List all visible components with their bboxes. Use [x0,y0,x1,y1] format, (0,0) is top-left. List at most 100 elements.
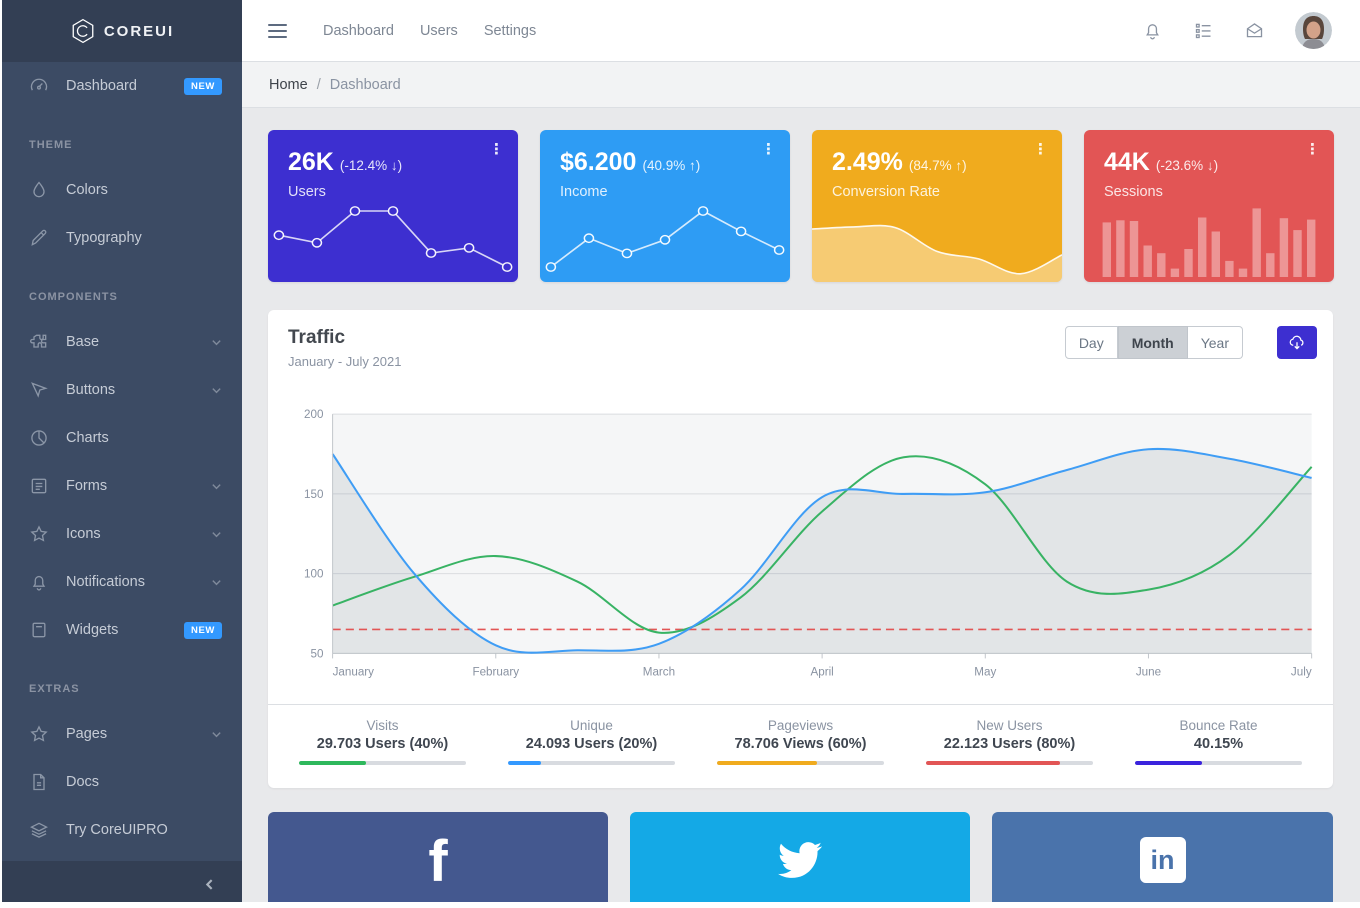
stat-delta: (-12.4% ↓) [339,158,403,173]
stat-card-income: $6.200 (40.9% ↑) Income ⋮ [540,130,790,282]
bounce-rate-progress-bar [1134,761,1303,765]
bell-icon [29,572,49,592]
cloud-download-icon [1289,335,1304,350]
star-icon [29,724,49,744]
sidebar-item-try-coreui-pro[interactable]: Try CoreUIPRO [2,806,242,854]
vertical-dots-icon[interactable]: ⋮ [1305,141,1320,158]
sidebar-item-label: Typography [66,230,142,246]
svg-text:50: 50 [311,647,324,660]
sidebar-item-charts[interactable]: Charts [2,414,242,462]
vertical-dots-icon[interactable]: ⋮ [761,141,776,158]
stat-unique: Unique 24.093 Users (20%) [487,718,696,788]
range-year-button[interactable]: Year [1187,326,1243,359]
header-nav-settings[interactable]: Settings [483,22,537,39]
twitter-card[interactable] [630,812,970,908]
stat-card-conversion-rate: 2.49% (84.7% ↑) Conversion Rate ⋮ [812,130,1062,282]
stat-label: Users [288,184,326,200]
breadcrumb-separator: / [316,76,321,93]
sidebar-item-label: Charts [66,430,109,446]
cursor-icon [29,380,49,400]
brand-text: COREUI [103,22,175,40]
range-month-button[interactable]: Month [1117,326,1188,359]
visits-progress-bar [298,761,467,765]
sidebar-item-label: Dashboard [66,78,137,94]
facebook-card[interactable]: f [268,812,608,908]
traffic-subtitle: January - July 2021 [288,354,402,369]
breadcrumb-home[interactable]: Home [269,76,308,93]
svg-text:July: July [1291,666,1312,679]
stat-card-users: 26K (-12.4% ↓) Users ⋮ [268,130,518,282]
sidebar-item-label: Colors [66,182,108,198]
chevron-down-icon [212,387,221,393]
sessions-bar-chart [1102,208,1316,277]
stat-value: $6.200 [560,148,637,176]
avatar[interactable] [1295,12,1332,49]
svg-text:April: April [810,666,833,679]
range-day-button[interactable]: Day [1064,326,1118,359]
facebook-icon: f [428,829,448,894]
page-frame-left [0,0,2,908]
brand[interactable]: COREUI [2,0,242,62]
download-button[interactable] [1277,326,1317,359]
sidebar-item-buttons[interactable]: Buttons [2,366,242,414]
top-header: Dashboard Users Settings [242,0,1360,62]
sidebar-item-typography[interactable]: Typography [2,214,242,262]
sidebar-item-base[interactable]: Base [2,318,242,366]
breadcrumb-current: Dashboard [329,76,401,93]
stat-card-sessions: 44K (-23.6% ↓) Sessions ⋮ [1084,130,1334,282]
notes-icon [29,476,49,496]
page-frame-bottom [0,902,1360,908]
conversion-area-chart [812,224,1062,282]
sidebar-collapse-toggle[interactable] [2,861,242,908]
chevron-down-icon [212,579,221,585]
sidebar-item-colors[interactable]: Colors [2,166,242,214]
chart-pie-icon [29,428,49,448]
sidebar: COREUI Dashboard NEW THEME Colors Typogr… [2,0,242,908]
sidebar-section-components: COMPONENTS [29,291,118,303]
vertical-dots-icon[interactable]: ⋮ [489,141,504,158]
svg-text:150: 150 [304,488,324,501]
breadcrumb: Home / Dashboard [242,62,1360,108]
sidebar-item-label: Buttons [66,382,116,398]
sidebar-item-forms[interactable]: Forms [2,462,242,510]
new-badge: NEW [184,621,222,639]
svg-text:100: 100 [304,568,324,581]
envelope-open-icon[interactable] [1244,20,1265,41]
hamburger-menu-icon[interactable] [268,23,287,38]
svg-text:January: January [333,666,375,679]
stat-bounce-rate: Bounce Rate 40.15% [1114,718,1323,788]
drop-icon [29,180,49,200]
sidebar-item-notifications[interactable]: Notifications [2,558,242,606]
stat-delta: (40.9% ↑) [642,158,701,173]
sidebar-item-pages[interactable]: Pages [2,710,242,758]
twitter-icon [773,838,827,882]
linkedin-card[interactable]: in [992,812,1333,908]
sidebar-item-icons[interactable]: Icons [2,510,242,558]
header-nav-dashboard[interactable]: Dashboard [323,22,394,39]
puzzle-icon [29,332,49,352]
sidebar-item-label: Icons [66,526,101,542]
sidebar-item-docs[interactable]: Docs [2,758,242,806]
sidebar-item-widgets[interactable]: Widgets NEW [2,606,242,654]
svg-text:May: May [974,666,996,679]
sidebar-item-dashboard[interactable]: Dashboard NEW [2,62,242,110]
traffic-card: Traffic January - July 2021 Day Month Ye… [268,310,1333,788]
header-nav-users[interactable]: Users [419,22,458,39]
layers-icon [29,820,49,840]
sidebar-item-label: Try CoreUIPRO [66,822,168,838]
star-icon [29,524,49,544]
new-badge: NEW [184,77,222,95]
vertical-dots-icon[interactable]: ⋮ [1033,141,1048,158]
sidebar-item-label: Widgets [66,622,119,638]
chevron-down-icon [212,531,221,537]
unique-progress-bar [507,761,676,765]
sidebar-nav: Dashboard NEW THEME Colors Typography CO… [2,62,242,861]
chevron-down-icon [212,731,221,737]
income-sparkline-chart [545,206,785,272]
pencil-icon [29,228,49,248]
list-icon[interactable] [1193,20,1214,41]
main-content: 26K (-12.4% ↓) Users ⋮ $6.200 (40.9% ↑) In… [242,108,1360,908]
bell-icon[interactable] [1142,20,1163,41]
svg-text:200: 200 [304,408,324,421]
stat-new-users: New Users 22.123 Users (80%) [905,718,1114,788]
